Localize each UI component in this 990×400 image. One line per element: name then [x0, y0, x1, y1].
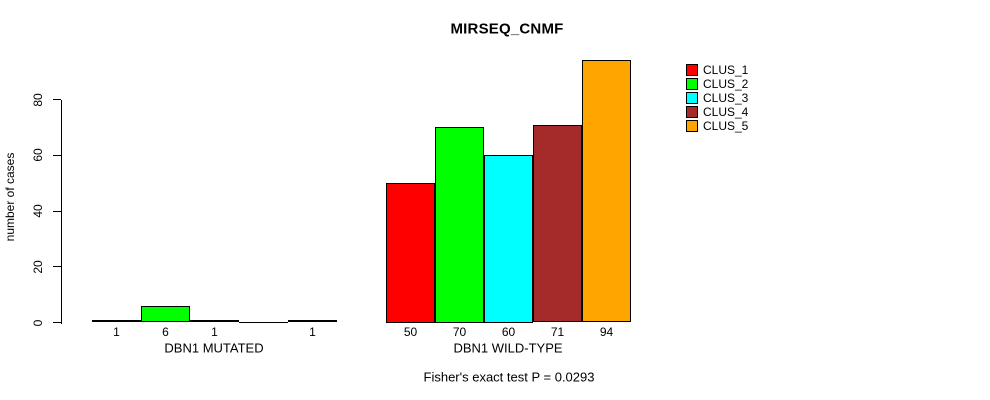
bar-value-label: 1 [211, 325, 218, 339]
bar-CLUS_5-group2 [582, 60, 631, 323]
bar-value-label: 60 [501, 325, 516, 339]
y-tick [53, 154, 61, 156]
bar-value-label: 94 [599, 325, 614, 339]
y-tick-label: 20 [31, 260, 45, 274]
y-tick [53, 99, 61, 100]
fisher-test-annotation: Fisher's exact test P = 0.0293 [423, 369, 595, 385]
legend-label: CLUS_2 [703, 77, 749, 91]
legend-label: CLUS_1 [703, 63, 749, 77]
y-tick [53, 210, 61, 212]
legend-item-CLUS_4: CLUS_4 [686, 106, 748, 118]
y-tick-label: 0 [31, 319, 45, 326]
y-axis-title: number of cases [3, 152, 17, 242]
bar-value-label: 70 [452, 325, 467, 339]
bar-CLUS_2-group2 [435, 127, 484, 323]
bar-value-label: 50 [403, 325, 418, 339]
bar-CLUS_3-group1 [190, 319, 239, 323]
legend-swatch-CLUS_2 [686, 78, 698, 90]
bar-value-label: 1 [113, 325, 120, 339]
group-label-wild-type: DBN1 WILD-TYPE [453, 340, 563, 356]
legend-label: CLUS_3 [703, 91, 749, 105]
bar-CLUS_3-group2 [484, 155, 533, 323]
legend-item-CLUS_2: CLUS_2 [686, 78, 748, 90]
legend-item-CLUS_1: CLUS_1 [686, 64, 748, 76]
bar-CLUS_2-group1 [141, 305, 190, 323]
bar-CLUS_5-group1 [288, 319, 337, 323]
bar-CLUS_4-group1 [239, 321, 288, 323]
legend-label: CLUS_5 [703, 119, 749, 133]
bar-value-label: 71 [550, 325, 565, 339]
y-tick-label: 40 [31, 204, 45, 218]
y-axis-line [61, 99, 62, 324]
y-tick-label: 80 [31, 92, 45, 107]
y-tick-label: 60 [31, 148, 45, 162]
legend-item-CLUS_5: CLUS_5 [686, 120, 748, 132]
legend-label: CLUS_4 [703, 105, 749, 119]
bar-CLUS_1-group1 [92, 319, 141, 323]
bar-CLUS_1-group2 [386, 183, 435, 323]
y-tick [53, 322, 61, 323]
group-label-mutated: DBN1 MUTATED [164, 340, 264, 356]
legend-swatch-CLUS_5 [686, 120, 698, 132]
legend-swatch-CLUS_3 [686, 92, 698, 104]
legend-item-CLUS_3: CLUS_3 [686, 92, 748, 104]
bar-value-label: 6 [162, 325, 169, 339]
chart-title: MIRSEQ_CNMF [450, 20, 564, 38]
bar-value-label: 1 [309, 325, 316, 339]
bar-CLUS_4-group2 [533, 124, 582, 323]
y-tick [53, 266, 61, 268]
legend: CLUS_1 CLUS_2 CLUS_3 CLUS_4 CLUS_5 [686, 64, 748, 132]
legend-swatch-CLUS_1 [686, 64, 698, 76]
legend-swatch-CLUS_4 [686, 106, 698, 118]
